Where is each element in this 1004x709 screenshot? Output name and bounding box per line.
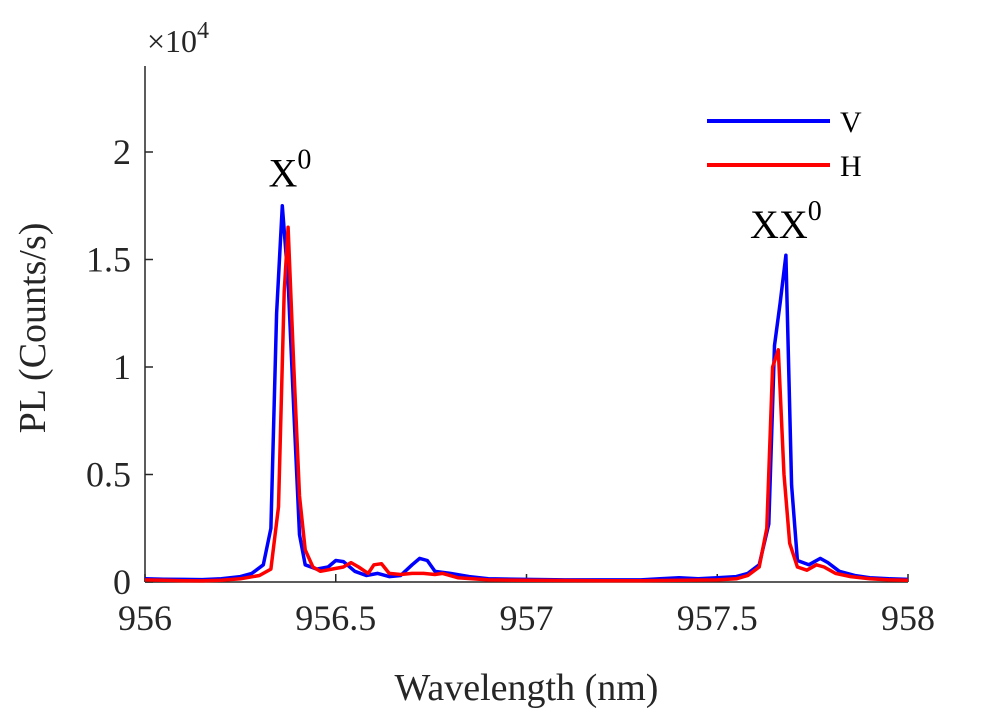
peak-label-x: X0 xyxy=(269,144,312,195)
annotations: X0 XX0 xyxy=(269,144,822,247)
x-tick-label: 958 xyxy=(881,598,935,638)
legend-label-h: H xyxy=(840,150,862,183)
x-tick-label: 956 xyxy=(118,598,172,638)
series-line-h xyxy=(144,225,909,583)
x-tick-label: 957.5 xyxy=(677,598,758,638)
series-line-v xyxy=(144,204,909,582)
x-axis-title: Wavelength (nm) xyxy=(395,667,659,709)
y-axis-title: PL (Counts/s) xyxy=(12,223,54,434)
y-tick-label: 1 xyxy=(113,347,131,387)
peak-label-xx: XX0 xyxy=(750,196,822,247)
x-tick-label: 956.5 xyxy=(295,598,376,638)
y-tick-label: 0 xyxy=(113,562,131,602)
y-tick-label: 1.5 xyxy=(86,240,131,280)
x-tick-label: 957 xyxy=(500,598,554,638)
y-exponent-label: ×104 xyxy=(147,18,209,59)
legend: VH xyxy=(707,106,862,183)
axes: 956 956.5 957 957.5 958 0 0.5 1 1.5 2 ×104 Waveleng… xyxy=(12,18,935,709)
y-tick-label: 2 xyxy=(113,132,131,172)
series-layer xyxy=(144,204,909,583)
y-tick-label: 0.5 xyxy=(86,455,131,495)
legend-label-v: V xyxy=(840,106,862,139)
